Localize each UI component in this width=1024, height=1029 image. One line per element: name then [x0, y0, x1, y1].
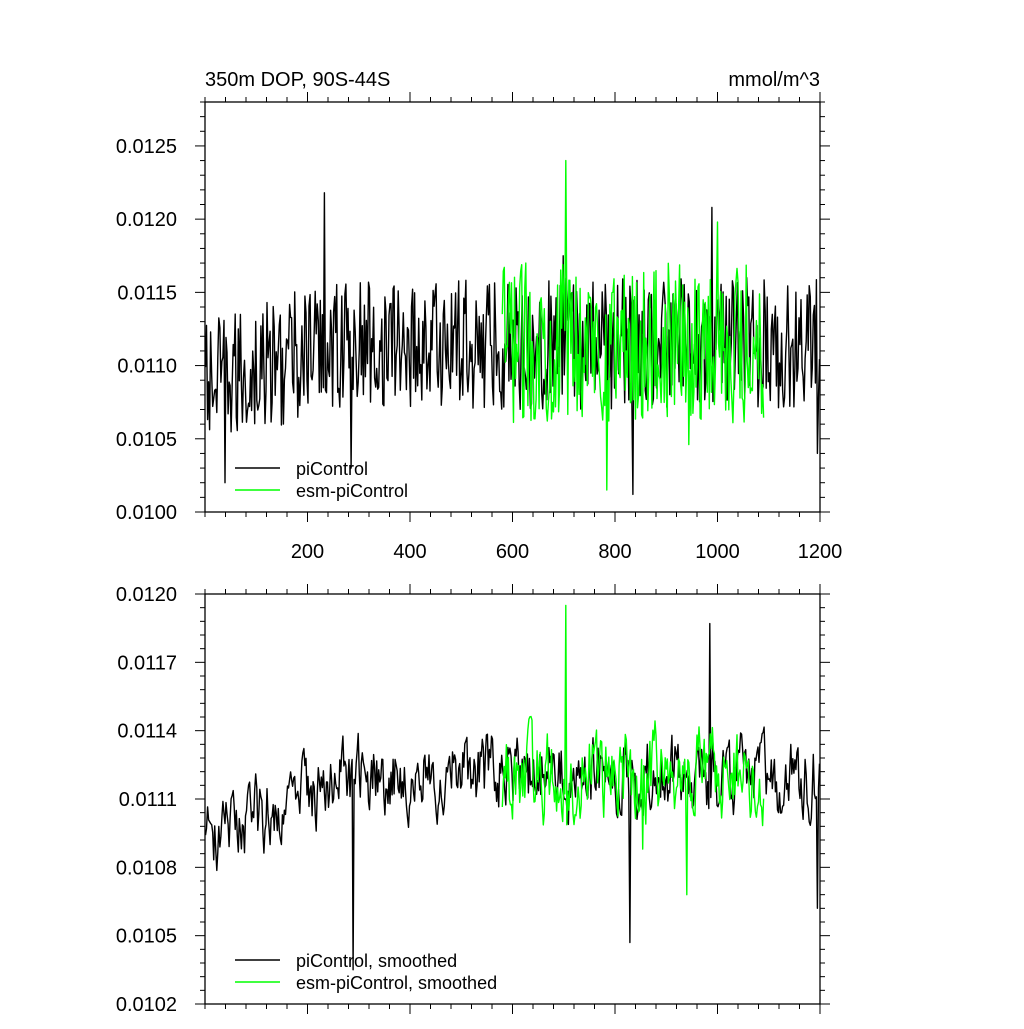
panel1-y-tick-label: 0.0120 — [116, 209, 177, 231]
panel1-legend-label: piControl — [296, 459, 368, 479]
panel1-x-tick-label: 1200 — [798, 541, 843, 563]
panel2-y-tick-label: 0.0117 — [117, 652, 177, 674]
panel2-legend-label: esm-piControl, smoothed — [296, 973, 497, 993]
panel1-x-tick-label: 400 — [393, 541, 426, 563]
panel2-series-line-picontrol — [204, 622, 821, 971]
panel1-y-tick-label: 0.0105 — [116, 429, 177, 451]
panel1-y-tick-label: 0.0110 — [117, 356, 177, 378]
panel1-legend-label: esm-piControl — [296, 481, 408, 501]
panel1-y-tick-label: 0.0100 — [116, 502, 177, 524]
panel1-title: 350m DOP, 90S-44S — [205, 69, 390, 91]
panel2-y-tick-label: 0.0114 — [117, 721, 177, 743]
panel1-y-tick-label: 0.0125 — [116, 136, 177, 158]
panel1-x-tick-label: 600 — [496, 541, 529, 563]
panel2-series-line-esm-picontrol — [501, 604, 765, 896]
panel2-y-tick-label: 0.0120 — [116, 584, 177, 606]
panel1-x-tick-label: 200 — [291, 541, 324, 563]
panel2-y-tick-label: 0.0111 — [119, 789, 177, 811]
panel1-series-line-esm-picontrol — [501, 159, 765, 491]
panel2-legend-label: piControl, smoothed — [296, 951, 457, 971]
panel1-units-label: mmol/m^3 — [728, 69, 820, 91]
panel2-y-tick-label: 0.0108 — [116, 857, 177, 879]
panel2-y-tick-label: 0.0102 — [116, 994, 177, 1016]
panel2-y-tick-label: 0.0105 — [116, 926, 177, 948]
panel1-y-tick-label: 0.0115 — [117, 282, 177, 304]
panel1-x-tick-label: 1000 — [695, 541, 740, 563]
panel1-x-tick-label: 800 — [598, 541, 631, 563]
